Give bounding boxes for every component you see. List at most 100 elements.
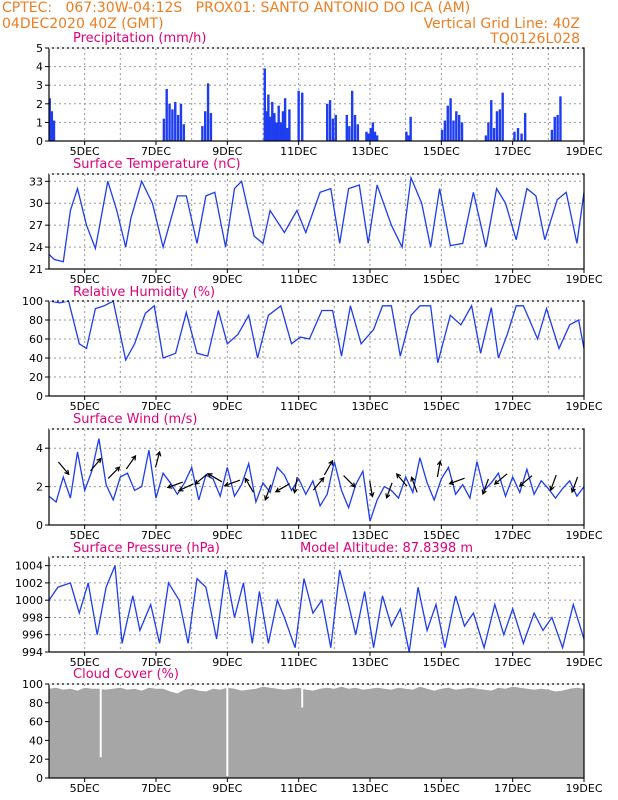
header-grid-line-note: Vertical Grid Line: 40Z (423, 16, 580, 32)
x-tick-label: 9DEC (212, 273, 242, 286)
precipitation-bar (209, 113, 213, 141)
wind-direction-arrow (448, 477, 465, 485)
x-tick-label: 15DEC (423, 529, 460, 542)
x-tick-label: 17DEC (494, 656, 531, 669)
x-tick-label: 11DEC (280, 145, 317, 158)
wind-direction-arrow (395, 473, 408, 487)
x-tick-label: 9DEC (212, 656, 242, 669)
y-tick-label: 80 (29, 697, 43, 710)
y-tick-label: 100 (22, 678, 43, 691)
x-tick-label: 19DEC (565, 273, 602, 286)
x-tick-label: 11DEC (280, 782, 317, 795)
x-tick-label: 7DEC (141, 529, 171, 542)
precipitation-bar (498, 109, 502, 141)
panel-title-cloud-cover: Cloud Cover (%) (73, 667, 179, 682)
x-tick-label: 13DEC (351, 273, 388, 286)
x-tick-label: 11DEC (280, 656, 317, 669)
wind-direction-arrow (323, 459, 334, 476)
y-tick-label: 100 (22, 295, 43, 308)
precipitation-bar (516, 127, 520, 141)
precipitation-bar (460, 122, 464, 141)
precipitation-bar (371, 122, 375, 141)
precipitation-bar (409, 116, 412, 141)
wind-direction-arrow (57, 461, 70, 476)
cloud-cover-dip (99, 686, 102, 758)
header-model-id: TQ0126L028 (490, 31, 580, 47)
wind-direction-arrow (223, 479, 241, 487)
precipitation-bar (286, 127, 289, 141)
panel-frame (48, 556, 585, 653)
x-tick-label: 15DEC (423, 400, 460, 413)
wind-direction-arrow (570, 476, 579, 494)
wind-direction-arrow (518, 475, 533, 487)
x-tick-label: 17DEC (494, 782, 531, 795)
precipitation-bar (273, 113, 276, 141)
y-tick-label: 0 (36, 772, 43, 785)
panel-frame (48, 173, 585, 270)
y-tick-label: 2 (36, 481, 43, 494)
y-tick-label: 0 (36, 519, 43, 532)
panel-wind: 0 2 4 5DEC 7DEC 9DEC 11DEC 13DEC 15DEC 17DEC 19DEC… (36, 412, 603, 542)
precipitation-bar (523, 113, 527, 141)
x-tick-label: 17DEC (494, 273, 531, 286)
precipitation-bar (174, 101, 177, 141)
wind-direction-arrow (369, 480, 375, 498)
x-tick-label: 15DEC (423, 145, 460, 158)
y-tick-label: 5 (36, 42, 43, 55)
y-tick-label: 1002 (15, 577, 43, 590)
x-tick-label: 19DEC (565, 529, 602, 542)
x-tick-label: 19DEC (565, 400, 602, 413)
y-tick-label: 33 (29, 175, 43, 188)
precipitation-bar (288, 109, 291, 141)
x-tick-label: 7DEC (141, 656, 171, 669)
precipitation-bar (171, 109, 174, 141)
precipitation-bar (446, 105, 449, 141)
y-tick-label: 3 (36, 79, 43, 92)
wind-direction-arrow (177, 483, 194, 492)
y-tick-label: 80 (29, 314, 43, 327)
header-location-line: CPTEC: 067:30W-04:12S PROX01: SANTO ANTO… (2, 0, 471, 16)
precipitation-bar (162, 118, 166, 141)
x-tick-label: 13DEC (351, 529, 388, 542)
panel-frame (48, 300, 585, 397)
precipitation-bar (407, 135, 410, 141)
x-tick-label: 5DEC (70, 782, 100, 795)
precipitation-bar (353, 114, 357, 141)
x-tick-label: 5DEC (70, 529, 100, 542)
precipitation-bar (277, 105, 280, 141)
precipitation-bar (350, 90, 354, 141)
pressure-series-line (48, 565, 585, 653)
precipitation-bar (267, 94, 270, 141)
precipitation-bar (375, 135, 379, 141)
precipitation-bar (182, 124, 186, 141)
wind-direction-arrow (194, 473, 208, 485)
header-datetime: 04DEC2020 40Z (GMT) (2, 16, 164, 32)
wind-direction-arrow (264, 484, 272, 501)
wind-direction-arrow (549, 474, 557, 492)
x-tick-label: 9DEC (212, 529, 242, 542)
wind-direction-arrow (343, 475, 356, 488)
wind-direction-arrow (385, 482, 393, 499)
wind-direction-arrow (207, 473, 223, 483)
y-tick-label: 30 (29, 197, 43, 210)
precipitation-bar (550, 129, 554, 141)
panel-pressure: 994 996 998 1000 1002 1004 5DEC 7DEC 9DEC 11DEC 13… (15, 541, 603, 669)
wind-direction-arrow (274, 483, 290, 493)
wind-direction-arrow (436, 460, 443, 478)
precipitation-bar (179, 103, 183, 141)
precipitation-bar (452, 120, 455, 141)
cloud-cover-area (49, 686, 584, 778)
x-tick-label: 15DEC (423, 656, 460, 669)
precipitation-bar (326, 103, 329, 141)
precipitation-bar (348, 126, 351, 141)
precipitation-bar (52, 120, 56, 141)
precipitation-bar (455, 111, 458, 141)
x-tick-label: 7DEC (141, 400, 171, 413)
precipitation-bar (275, 122, 278, 141)
panel-title-humidity: Relative Humidity (%) (73, 285, 215, 300)
precipitation-bar (373, 131, 377, 141)
y-tick-label: 4 (36, 61, 43, 74)
y-tick-label: 996 (22, 629, 43, 642)
x-tick-label: 13DEC (351, 656, 388, 669)
